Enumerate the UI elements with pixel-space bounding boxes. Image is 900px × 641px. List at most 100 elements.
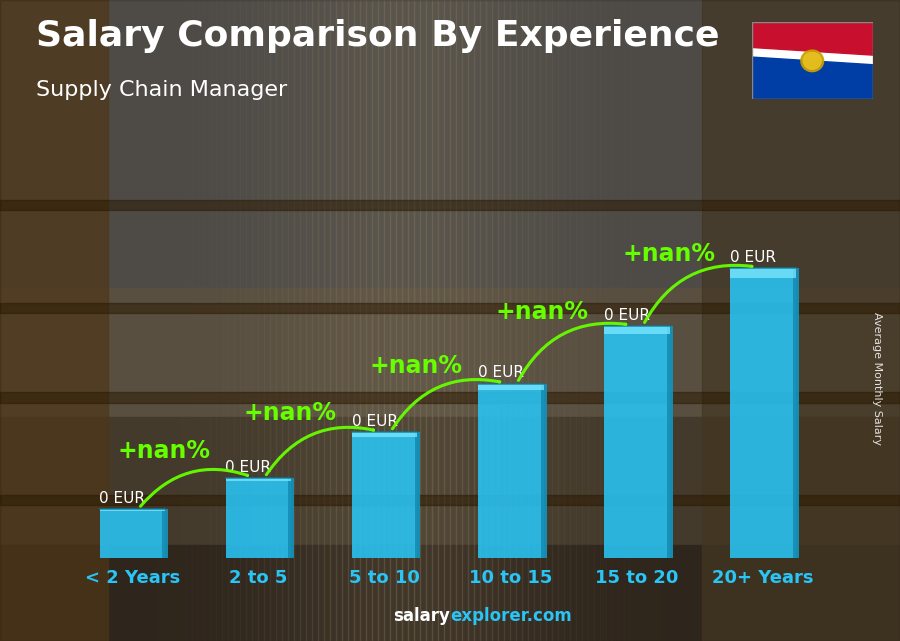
Bar <box>654 0 660 641</box>
FancyArrowPatch shape <box>518 323 626 380</box>
Bar <box>516 0 522 641</box>
Bar <box>642 0 648 641</box>
Bar <box>0 288 900 417</box>
Bar <box>352 432 418 437</box>
Bar <box>510 0 516 641</box>
Bar <box>180 0 186 641</box>
Bar <box>174 0 180 641</box>
Bar <box>226 478 292 481</box>
Bar <box>660 0 666 641</box>
Bar <box>456 0 462 641</box>
Bar <box>144 0 150 641</box>
Polygon shape <box>752 57 873 99</box>
Polygon shape <box>752 22 873 55</box>
Text: 0 EUR: 0 EUR <box>99 491 145 506</box>
Text: Average Monthly Salary: Average Monthly Salary <box>872 312 883 445</box>
Bar <box>204 0 210 641</box>
Bar <box>667 326 672 558</box>
Bar <box>498 0 504 641</box>
FancyArrowPatch shape <box>644 265 752 322</box>
Bar <box>306 0 312 641</box>
Bar <box>0 303 900 313</box>
Bar <box>630 0 636 641</box>
Bar <box>690 0 696 641</box>
Bar <box>636 0 642 641</box>
Text: +nan%: +nan% <box>370 354 463 378</box>
Bar <box>486 0 492 641</box>
Text: 0 EUR: 0 EUR <box>604 308 650 322</box>
Text: explorer.com: explorer.com <box>450 607 572 625</box>
Bar <box>438 0 444 641</box>
Bar <box>552 0 558 641</box>
Bar <box>100 510 166 558</box>
Bar <box>648 0 654 641</box>
Bar <box>186 0 192 641</box>
Bar <box>378 0 384 641</box>
Bar <box>702 0 708 641</box>
Bar <box>384 0 390 641</box>
Text: +nan%: +nan% <box>117 439 211 463</box>
Circle shape <box>801 50 824 72</box>
Bar <box>330 0 336 641</box>
Bar <box>168 0 174 641</box>
Bar <box>612 0 618 641</box>
Bar <box>408 0 414 641</box>
Bar <box>0 200 900 210</box>
Bar <box>228 0 234 641</box>
Text: salary: salary <box>393 607 450 625</box>
Bar <box>0 0 900 288</box>
Bar <box>678 0 684 641</box>
Bar <box>541 384 546 558</box>
Bar <box>288 0 294 641</box>
Bar <box>730 268 796 278</box>
Bar <box>318 0 324 641</box>
Bar <box>282 0 288 641</box>
Bar <box>432 0 438 641</box>
Bar <box>402 0 408 641</box>
Bar <box>444 0 450 641</box>
Bar <box>226 478 292 558</box>
Bar <box>288 478 294 558</box>
Bar <box>192 0 198 641</box>
Bar <box>276 0 282 641</box>
Bar <box>478 384 544 558</box>
Bar <box>342 0 348 641</box>
Bar <box>150 0 156 641</box>
Bar <box>522 0 528 641</box>
Bar <box>198 0 204 641</box>
Bar <box>604 326 670 334</box>
Text: +nan%: +nan% <box>244 401 337 424</box>
Bar <box>420 0 426 641</box>
Bar <box>604 326 670 558</box>
FancyArrowPatch shape <box>392 379 500 429</box>
Bar <box>366 0 372 641</box>
Bar <box>474 0 480 641</box>
Bar <box>0 0 108 641</box>
Bar <box>570 0 576 641</box>
Bar <box>696 0 702 641</box>
Bar <box>582 0 588 641</box>
Bar <box>492 0 498 641</box>
Text: 0 EUR: 0 EUR <box>478 365 524 381</box>
Bar <box>594 0 600 641</box>
Bar <box>216 0 222 641</box>
Bar <box>0 417 900 545</box>
Bar <box>222 0 228 641</box>
Bar <box>252 0 258 641</box>
Bar <box>240 0 246 641</box>
Bar <box>588 0 594 641</box>
Bar <box>100 510 166 511</box>
Bar <box>114 0 120 641</box>
Bar <box>336 0 342 641</box>
Bar <box>624 0 630 641</box>
Bar <box>606 0 612 641</box>
Bar <box>462 0 468 641</box>
Polygon shape <box>752 22 873 65</box>
Bar <box>126 0 132 641</box>
Bar <box>793 268 799 558</box>
Bar <box>504 0 510 641</box>
Bar <box>270 0 276 641</box>
Bar <box>618 0 624 641</box>
Bar <box>480 0 486 641</box>
Bar <box>528 0 534 641</box>
